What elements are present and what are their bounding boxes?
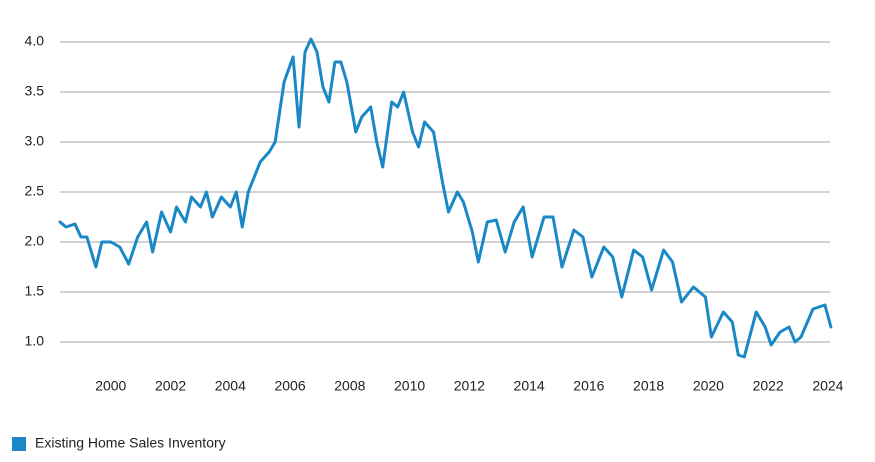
y-tick-label: 1.5 bbox=[25, 283, 45, 299]
y-tick-label: 2.0 bbox=[25, 233, 45, 249]
data-line bbox=[58, 37, 833, 359]
y-tick-label: 1.0 bbox=[25, 333, 45, 349]
legend-label: Existing Home Sales Inventory bbox=[35, 435, 226, 451]
x-tick-label: 2020 bbox=[693, 378, 724, 394]
x-tick-label: 2004 bbox=[215, 378, 246, 394]
x-tick-label: 2014 bbox=[514, 378, 545, 394]
x-tick-label: 2012 bbox=[454, 378, 485, 394]
x-tick-label: 2018 bbox=[633, 378, 664, 394]
x-tick-label: 2008 bbox=[334, 378, 365, 394]
x-tick-label: 2000 bbox=[95, 378, 126, 394]
x-tick-label: 2006 bbox=[274, 378, 305, 394]
y-tick-label: 4.0 bbox=[25, 33, 45, 49]
x-tick-label: 2022 bbox=[753, 378, 784, 394]
x-tick-label: 2010 bbox=[394, 378, 425, 394]
x-tick-label: 2024 bbox=[812, 378, 843, 394]
y-tick-label: 2.5 bbox=[25, 183, 45, 199]
legend-swatch bbox=[12, 437, 26, 451]
y-tick-label: 3.0 bbox=[25, 133, 45, 149]
x-tick-label: 2016 bbox=[573, 378, 604, 394]
x-tick-label: 2002 bbox=[155, 378, 186, 394]
y-tick-label: 3.5 bbox=[25, 83, 45, 99]
